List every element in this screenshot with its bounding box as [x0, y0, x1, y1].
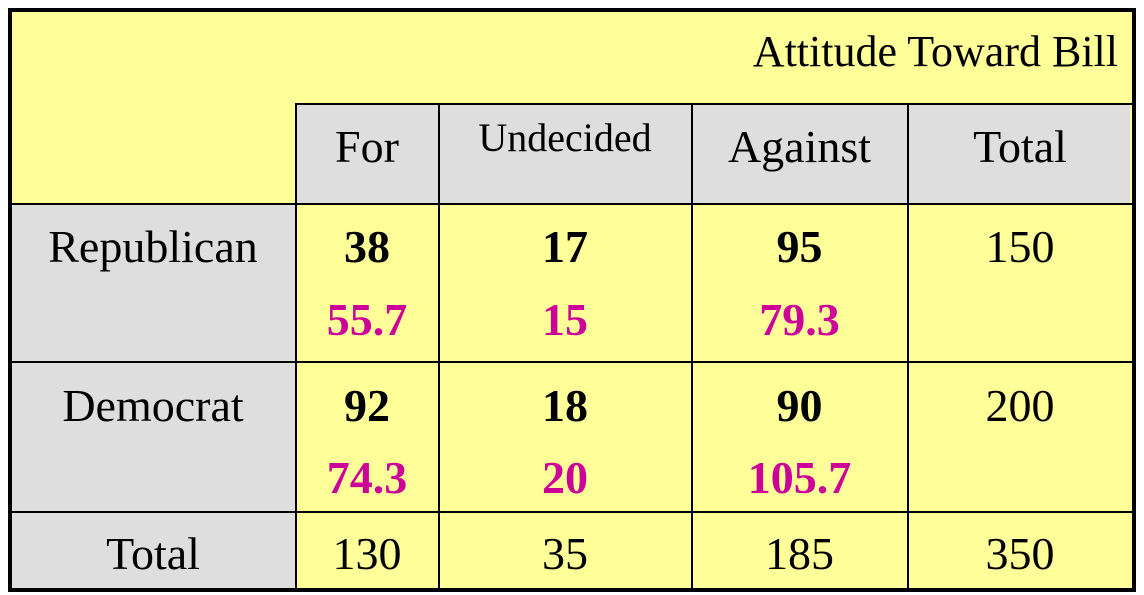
democrat-undecided-observed: 18 [542, 380, 588, 431]
row-header-democrat [10, 362, 296, 512]
row-label-republican: Republican [48, 221, 258, 272]
republican-for-observed: 38 [344, 221, 390, 272]
republican-total: 150 [985, 221, 1055, 272]
column-header-against: Against [727, 121, 872, 172]
header-bottom-line [10, 203, 1132, 205]
total-undecided: 35 [542, 528, 588, 579]
total-against: 185 [765, 528, 834, 579]
column-header-row [296, 104, 1130, 204]
col-divider-1 [295, 103, 297, 590]
table-title: Attitude Toward Bill [752, 27, 1118, 76]
row-header-republican [10, 204, 296, 362]
column-header-for: For [335, 121, 399, 172]
row-header-total [10, 512, 296, 588]
democrat-for-expected: 74.3 [326, 452, 408, 503]
row-label-total: Total [106, 528, 200, 579]
outer-border-right [1132, 8, 1136, 592]
republican-against-expected: 79.3 [759, 294, 840, 345]
democrat-against-observed: 90 [776, 380, 823, 431]
header-top-line [296, 103, 1132, 105]
column-header-undecided: Undecided [478, 115, 652, 160]
republican-against-observed: 95 [776, 221, 823, 272]
democrat-undecided-expected: 20 [542, 452, 588, 503]
column-header-total: Total [973, 121, 1067, 172]
row-label-democrat: Democrat [62, 380, 244, 431]
row-divider-1 [10, 361, 1132, 363]
democrat-against-expected: 105.7 [747, 452, 852, 503]
col-divider-3 [691, 103, 693, 590]
total-for: 130 [332, 528, 402, 579]
col-divider-4 [907, 103, 909, 590]
grand-total: 350 [985, 528, 1055, 579]
outer-border-left [8, 8, 12, 592]
republican-undecided-observed: 17 [542, 221, 588, 272]
republican-for-expected: 55.7 [326, 294, 408, 345]
col-divider-2 [438, 103, 440, 590]
republican-undecided-expected: 15 [542, 294, 588, 345]
outer-border-bottom [8, 588, 1136, 592]
outer-border-top [8, 8, 1136, 12]
democrat-for-observed: 92 [344, 380, 390, 431]
row-divider-2 [10, 511, 1132, 513]
democrat-total: 200 [985, 380, 1055, 431]
